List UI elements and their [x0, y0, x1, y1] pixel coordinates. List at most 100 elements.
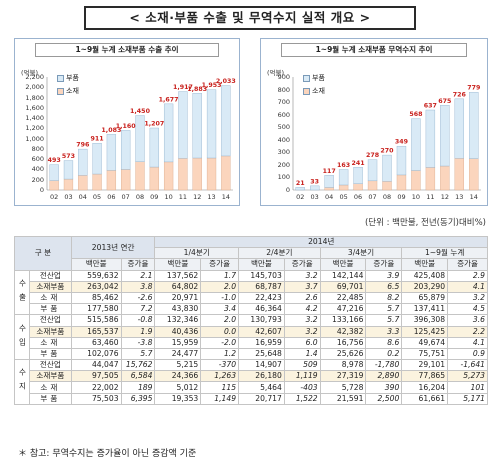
- bar-total-label: 1,207: [144, 121, 164, 128]
- x-tick-label: 07: [122, 193, 130, 201]
- rate-cell: 3.8: [120, 280, 156, 293]
- table-row: 소재 22,002 189 5,012 115 5,464 -403 5,728 390 16,2…: [15, 381, 488, 394]
- export-legend: 부품 소재: [57, 73, 79, 96]
- bar-material: [469, 158, 479, 191]
- amount-cell: 97,505: [70, 370, 122, 383]
- x-tick-label: 14: [222, 193, 230, 201]
- balance-chart-title: 1~9월 누계 소재부품 무역수지 추이: [281, 43, 467, 57]
- amount-cell: 20,971: [154, 291, 202, 305]
- rate-cell: 5.7: [365, 314, 403, 327]
- rate-cell: 3.9: [365, 269, 403, 282]
- bar-total-label: 21: [296, 180, 305, 187]
- bar-total-label: 163: [337, 162, 350, 169]
- y-tick-label: 600: [31, 155, 44, 164]
- bar-material: [367, 180, 378, 191]
- rate-cell: 115: [200, 381, 240, 394]
- amount-cell: 21,591: [319, 392, 367, 405]
- bar-total-label: 349: [395, 139, 408, 146]
- bar-material: [178, 158, 188, 191]
- row-label: 부품: [29, 303, 72, 316]
- header-rate: 증가율: [447, 258, 488, 271]
- bar-material: [49, 180, 59, 191]
- amount-cell: 145,703: [238, 269, 285, 282]
- rate-cell: 390: [365, 381, 403, 394]
- balance-chart-unit: (억불): [267, 69, 285, 77]
- bar-material: [411, 170, 421, 191]
- bar-total-label: 911: [90, 136, 103, 143]
- amount-cell: 177,580: [70, 303, 122, 316]
- group-label: 수입: [14, 314, 30, 361]
- bar-parts: [411, 118, 421, 171]
- x-tick-label: 09: [150, 193, 158, 201]
- x-tick-label: 08: [136, 193, 144, 201]
- bar-total-label: 117: [323, 168, 336, 175]
- balance-chart: 21 02 33 03 117 04 163 05 241 06 278 07 270 08 349 09 56…: [292, 77, 481, 201]
- rate-cell: -1.0: [200, 291, 240, 305]
- amount-cell: 16,959: [238, 336, 285, 349]
- balance-legend: 부품 소재: [303, 73, 325, 96]
- rate-cell: 1,263: [200, 370, 240, 383]
- y-tick-label: 1,000: [25, 134, 44, 143]
- header-amount: 백만불: [319, 258, 367, 271]
- legend-parts: 부품: [303, 73, 325, 83]
- header-2013: 2013년 연간: [70, 235, 156, 260]
- x-tick-label: 07: [368, 193, 376, 201]
- amount-cell: 125,425: [401, 325, 449, 338]
- rate-cell: -0.8: [120, 314, 156, 327]
- amount-cell: 425,408: [401, 269, 449, 282]
- rate-cell: 2.0: [200, 314, 240, 327]
- bar-material: [92, 173, 102, 191]
- x-tick-label: 05: [93, 193, 101, 201]
- legend-parts: 부품: [57, 73, 79, 83]
- bar-parts: [440, 105, 450, 167]
- rate-cell: 3.2: [283, 314, 321, 327]
- bar-total-label: 1,917: [173, 84, 193, 91]
- amount-cell: 165,537: [70, 325, 122, 338]
- bar-material: [382, 181, 392, 191]
- rate-cell: 2.1: [120, 269, 156, 282]
- bar-total-label: 2,033: [216, 78, 236, 85]
- rate-cell: 5.7: [365, 303, 403, 316]
- header-rate: 증가율: [200, 258, 240, 271]
- rate-cell: 5.7: [120, 347, 156, 361]
- bar-parts: [206, 89, 217, 159]
- amount-cell: 133,166: [319, 314, 367, 327]
- rate-cell: 4.5: [447, 303, 488, 316]
- y-tick-label: 0: [285, 186, 290, 194]
- row-label: 소재부품: [29, 325, 72, 338]
- bar-parts: [367, 159, 378, 182]
- rate-cell: 3.4: [200, 303, 240, 316]
- y-tick-label: 1,600: [25, 103, 44, 112]
- amount-cell: 5,012: [154, 381, 202, 394]
- bar-parts: [106, 134, 117, 171]
- x-tick-label: 14: [470, 193, 478, 201]
- footnote: ＊ 참고: 무역수지는 증가율이 아닌 증감액 기준: [18, 449, 197, 459]
- table-row: 수입 전산업 515,586 -0.8 132,346 2.0 130,793 3.2 133,…: [14, 314, 488, 361]
- amount-cell: 68,787: [238, 280, 285, 293]
- row-label: 소재부품: [29, 370, 72, 383]
- rate-cell: -3.8: [120, 336, 156, 349]
- amount-cell: 46,364: [238, 303, 285, 316]
- bar-parts: [149, 127, 159, 168]
- rate-cell: 2,890: [365, 370, 403, 383]
- amount-cell: 22,485: [319, 291, 367, 305]
- header-q1: 1/4분기: [154, 247, 240, 260]
- rate-cell: 4.2: [283, 303, 321, 316]
- amount-cell: 137,411: [401, 303, 449, 316]
- header-amount: 백만불: [401, 258, 449, 271]
- amount-cell: 19,353: [154, 392, 202, 405]
- unit-caption: (단위 : 백만불, 전년(동기)대비%): [364, 218, 486, 228]
- header-amount: 백만불: [70, 258, 122, 271]
- x-tick-label: 02: [50, 193, 58, 201]
- table-row: 소재부품 263,042 3.8 64,802 2.0 68,787 3.7 69,701 6.…: [15, 280, 488, 293]
- rate-cell: 0.9: [447, 347, 488, 361]
- amount-cell: 77,865: [401, 370, 449, 383]
- bar-material: [149, 166, 159, 191]
- row-label: 부품: [29, 392, 72, 405]
- amount-cell: 25,648: [238, 347, 285, 361]
- bar-material: [454, 158, 464, 191]
- y-tick-label: 200: [277, 160, 290, 169]
- bar-parts: [63, 160, 74, 180]
- header-cumulative: 1~9월 누계: [401, 247, 488, 260]
- header-rate: 증가율: [365, 258, 403, 271]
